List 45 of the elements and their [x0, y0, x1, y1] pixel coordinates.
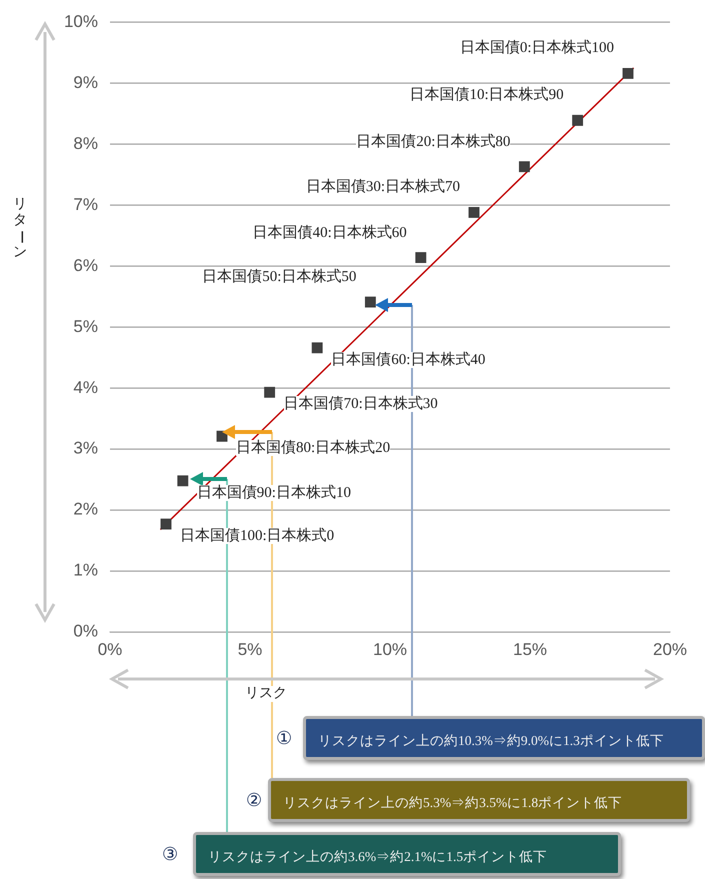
x-tick-label: 5% — [238, 640, 262, 659]
text: リスクはライン上の約3.6%⇒約2.1%に1.5ポイント低下 — [193, 832, 621, 876]
y-tick-label: 6% — [73, 256, 98, 275]
y-tick-label: 4% — [73, 378, 98, 397]
annotation: 日本国債20:日本株式80 — [356, 134, 510, 150]
annotation: 日本国債30:日本株式70 — [306, 179, 460, 196]
y-tick-label: 5% — [73, 316, 98, 336]
y-tick-label: 9% — [73, 72, 98, 92]
y-tick-label: 3% — [73, 438, 98, 458]
point — [572, 114, 584, 126]
annotation: 日本国債100:日本株式0 — [180, 528, 334, 544]
x-tick-label: 0% — [98, 640, 122, 659]
text: リスクはライン上の約5.3%⇒約3.5%に1.8ポイント低下 — [268, 778, 690, 822]
y-tick-label: 2% — [73, 500, 98, 519]
annotation: 日本国債60:日本株式40 — [331, 352, 486, 368]
text: ③ — [162, 844, 178, 865]
annotation: 日本国債70:日本株式30 — [284, 396, 438, 412]
y-tick-label: 1% — [73, 560, 98, 580]
x-tick-label: 20% — [652, 640, 688, 659]
y-tick-label: 0% — [73, 622, 98, 641]
point — [518, 161, 530, 172]
point — [177, 475, 188, 486]
y-tick-label: 10% — [64, 12, 98, 31]
point — [415, 252, 426, 264]
text: ② — [246, 790, 262, 811]
x-tick-label: 15% — [512, 640, 548, 659]
y-tick-label: 7% — [73, 194, 98, 214]
point — [622, 68, 634, 79]
text: ① — [276, 728, 292, 749]
point — [468, 207, 480, 218]
annotation: 日本国債80:日本株式20 — [236, 440, 390, 456]
text: リスクはライン上の約10.3%⇒約9.0%に1.3ポイント低下 — [303, 716, 705, 760]
y-axis-title: リターン — [12, 197, 28, 262]
y-tick-label: 8% — [73, 134, 98, 153]
x-tick-label: 10% — [372, 640, 408, 659]
point — [312, 342, 323, 354]
annotation: 日本国債40:日本株式60 — [252, 224, 407, 241]
annotation: 日本国債90:日本株式10 — [196, 484, 351, 501]
point — [264, 386, 276, 398]
x-axis-title: リスク — [245, 686, 287, 702]
point — [364, 296, 376, 308]
annotation: 日本国債0:日本株式100 — [460, 40, 614, 56]
annotation: 日本国債50:日本株式50 — [202, 269, 356, 286]
annotation: 日本国債10:日本株式90 — [409, 87, 564, 104]
point — [160, 518, 172, 530]
